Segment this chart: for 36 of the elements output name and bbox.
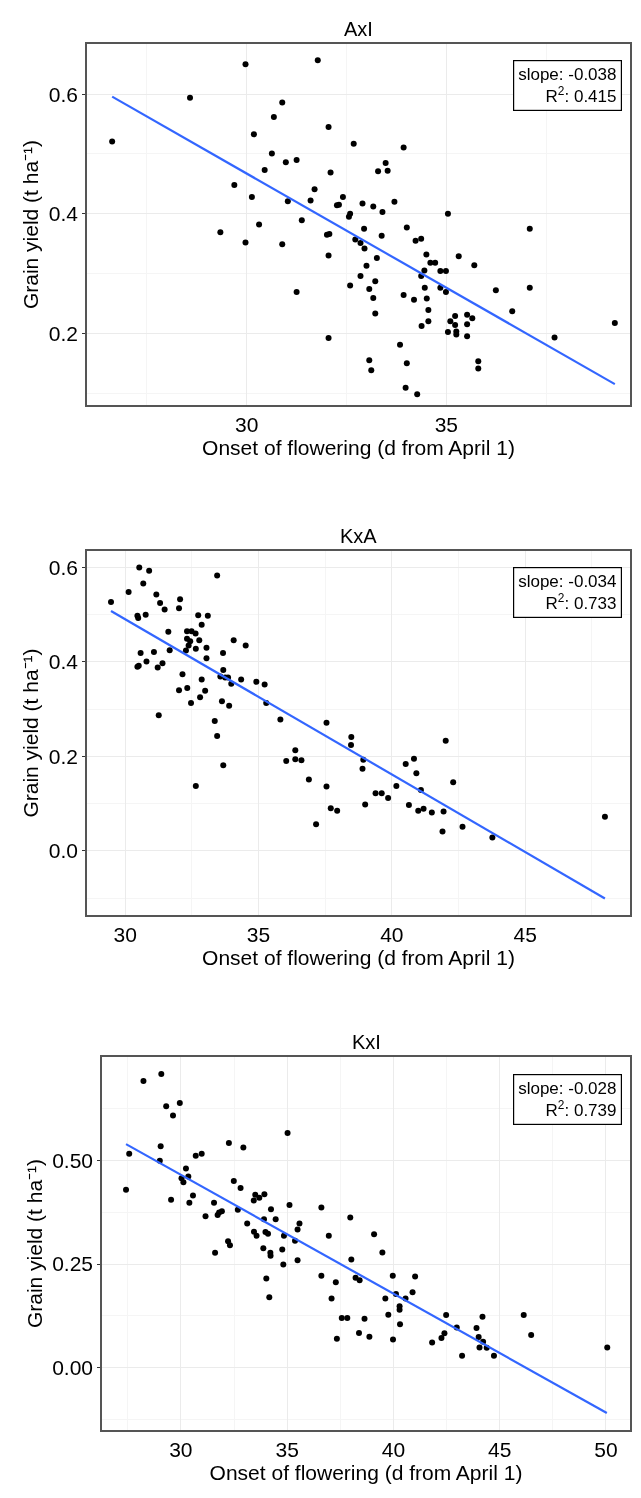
y-tick-label: 0.0 — [48, 839, 79, 863]
annotation: slope: -0.034 — [518, 572, 617, 592]
x-axis-title: Onset of flowering (d from April 1) — [202, 435, 515, 459]
x-tick-label: 45 — [488, 1437, 512, 1461]
y-tick-label: 0.6 — [48, 82, 79, 106]
annotation: R$^{2}$: 0.739 — [545, 1098, 617, 1121]
annotation: slope: -0.038 — [518, 65, 617, 85]
annotation: R$^{2}$: 0.415 — [545, 84, 617, 107]
y-axis-title: Grain yield (t ha⁻¹) — [22, 1158, 46, 1329]
x-tick-label: 45 — [513, 922, 537, 946]
y-tick-label: 0.4 — [48, 202, 79, 226]
y-tick-label: 0.2 — [48, 321, 79, 345]
y-tick-label: 0.25 — [52, 1252, 94, 1276]
x-tick-label: 50 — [594, 1437, 618, 1461]
chart-title: AxI — [344, 18, 373, 40]
y-tick-label: 0.00 — [52, 1356, 94, 1380]
annotation: R$^{2}$: 0.733 — [545, 591, 617, 614]
x-tick-label: 35 — [434, 412, 459, 436]
x-tick-label: 35 — [246, 922, 271, 946]
x-tick-label: 35 — [275, 1437, 299, 1461]
annotation: slope: -0.028 — [518, 1079, 617, 1099]
x-axis-title: Onset of flowering (d from April 1) — [209, 1460, 523, 1484]
x-tick-label: 40 — [380, 922, 404, 946]
chart-title: KxI — [352, 1031, 381, 1053]
x-tick-label: 30 — [169, 1437, 193, 1461]
x-axis-title: Onset of flowering (d from April 1) — [202, 945, 515, 969]
x-tick-label: 30 — [113, 922, 137, 946]
y-tick-label: 0.6 — [48, 555, 79, 579]
y-tick-label: 0.50 — [52, 1148, 94, 1172]
x-tick-label: 40 — [381, 1437, 406, 1461]
chart-title: KxA — [340, 525, 378, 547]
x-tick-label: 30 — [235, 412, 259, 436]
y-tick-label: 0.2 — [48, 744, 79, 768]
y-tick-label: 0.4 — [48, 650, 79, 674]
y-axis-title: Grain yield (t ha⁻¹) — [19, 139, 43, 310]
y-axis-title: Grain yield (t ha⁻¹) — [19, 648, 43, 818]
